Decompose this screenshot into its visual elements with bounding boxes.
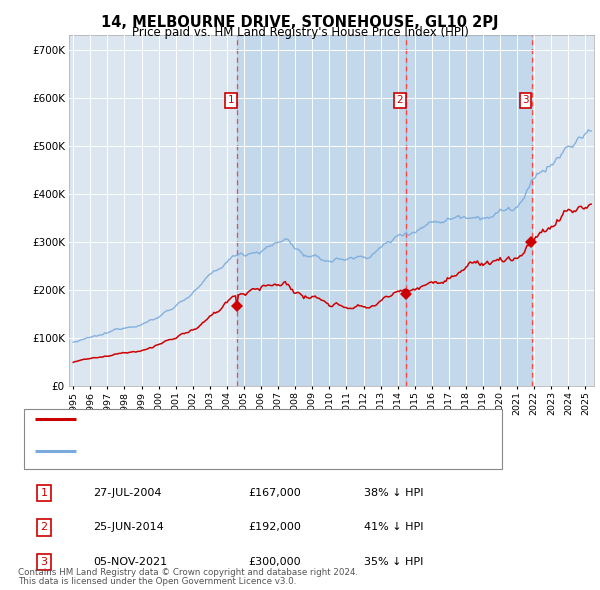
Text: 05-NOV-2021: 05-NOV-2021 xyxy=(93,557,167,567)
Text: £192,000: £192,000 xyxy=(248,522,301,532)
Text: 14, MELBOURNE DRIVE, STONEHOUSE, GL10 2PJ (detached house): 14, MELBOURNE DRIVE, STONEHOUSE, GL10 2P… xyxy=(87,414,433,424)
Text: 14, MELBOURNE DRIVE, STONEHOUSE, GL10 2PJ: 14, MELBOURNE DRIVE, STONEHOUSE, GL10 2P… xyxy=(101,15,499,30)
Text: 27-JUL-2004: 27-JUL-2004 xyxy=(93,488,161,497)
Text: 38% ↓ HPI: 38% ↓ HPI xyxy=(364,488,423,497)
Text: 2: 2 xyxy=(397,96,403,106)
Text: 41% ↓ HPI: 41% ↓ HPI xyxy=(364,522,423,532)
Text: 3: 3 xyxy=(522,96,529,106)
Text: Contains HM Land Registry data © Crown copyright and database right 2024.: Contains HM Land Registry data © Crown c… xyxy=(18,568,358,577)
Text: 1: 1 xyxy=(40,488,47,497)
Bar xyxy=(236,35,406,386)
Text: Price paid vs. HM Land Registry's House Price Index (HPI): Price paid vs. HM Land Registry's House … xyxy=(131,26,469,39)
Text: This data is licensed under the Open Government Licence v3.0.: This data is licensed under the Open Gov… xyxy=(18,577,296,586)
Bar xyxy=(406,35,532,386)
Text: 35% ↓ HPI: 35% ↓ HPI xyxy=(364,557,423,567)
Text: 25-JUN-2014: 25-JUN-2014 xyxy=(93,522,164,532)
Text: 3: 3 xyxy=(40,557,47,567)
Text: £300,000: £300,000 xyxy=(248,557,301,567)
Text: HPI: Average price, detached house, Stroud: HPI: Average price, detached house, Stro… xyxy=(87,447,314,457)
Text: £167,000: £167,000 xyxy=(248,488,301,497)
FancyBboxPatch shape xyxy=(24,408,502,469)
Text: 1: 1 xyxy=(227,96,234,106)
Text: 2: 2 xyxy=(40,522,47,532)
